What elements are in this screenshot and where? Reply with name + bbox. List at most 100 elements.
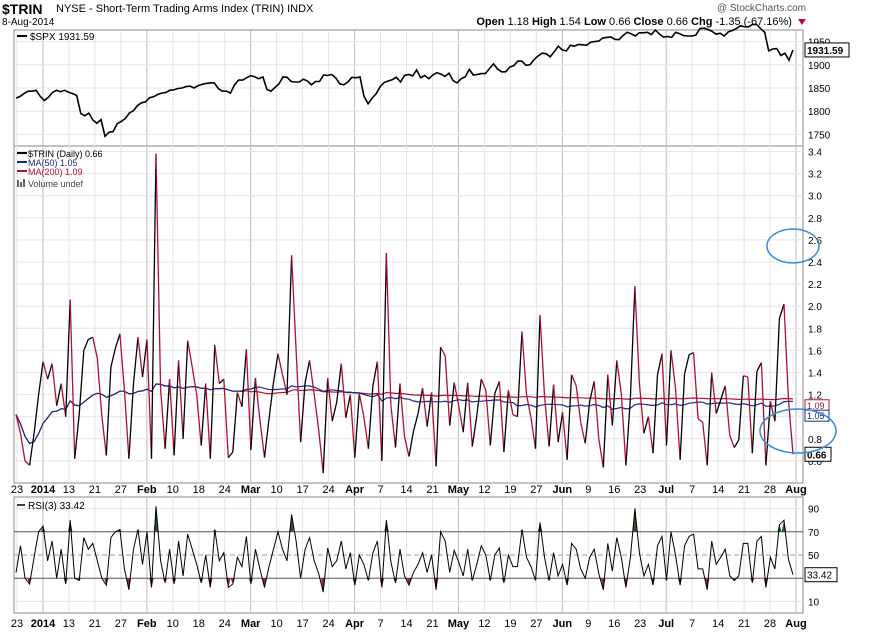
trin-legend-label: MA(50) 1.05 bbox=[28, 158, 78, 168]
trin-segment bbox=[223, 379, 229, 458]
trin-segment bbox=[101, 415, 107, 456]
x-tick-label: 23 bbox=[11, 484, 23, 496]
trin-segment bbox=[168, 379, 175, 456]
x-tick-label: Apr bbox=[345, 484, 365, 496]
trin-segment bbox=[458, 405, 464, 433]
gridlines bbox=[14, 30, 803, 613]
x-tick-label: 19 bbox=[504, 484, 516, 496]
highlight-circle-peak bbox=[766, 228, 820, 264]
trin-segment bbox=[286, 255, 293, 395]
x-tick-label: 14 bbox=[400, 484, 412, 496]
trin-segment bbox=[697, 418, 704, 423]
spx-y-tick-label: 1750 bbox=[808, 130, 831, 141]
x-tick-label: 24 bbox=[219, 618, 231, 630]
x-tick-label: 17 bbox=[297, 484, 309, 496]
x-tick-label: 27 bbox=[115, 484, 127, 496]
trin-segment bbox=[381, 253, 388, 461]
trin-segment bbox=[250, 377, 257, 450]
trin-segment bbox=[327, 377, 333, 422]
trin-segment bbox=[182, 340, 189, 439]
x-tick-label: 21 bbox=[89, 618, 101, 630]
trin-segment bbox=[688, 352, 694, 356]
trin-segment bbox=[656, 353, 663, 375]
x-tick-label: Mar bbox=[241, 484, 261, 496]
x-tick-label: 10 bbox=[271, 484, 283, 496]
x-tick-label: 24 bbox=[219, 484, 231, 496]
trin-segment bbox=[123, 390, 130, 459]
trin-segment bbox=[42, 361, 49, 380]
volume-legend-icon bbox=[20, 182, 22, 187]
trin-segment bbox=[105, 366, 112, 456]
x-tick-label: 12 bbox=[478, 618, 490, 630]
rsi-last-value-box bbox=[804, 567, 838, 583]
trin-segment bbox=[674, 387, 681, 460]
trin-segment bbox=[128, 383, 135, 459]
trin-segment bbox=[263, 418, 270, 458]
x-tick-label: 27 bbox=[530, 618, 542, 630]
trin-segment bbox=[19, 433, 26, 462]
x-tick-label: 10 bbox=[167, 484, 179, 496]
trin-segment bbox=[516, 331, 523, 417]
x-tick-label: 21 bbox=[89, 484, 101, 496]
trin-segment bbox=[552, 384, 559, 443]
trin-segment bbox=[440, 346, 446, 357]
low-label: Low bbox=[583, 16, 606, 28]
trin-segment bbox=[60, 383, 67, 417]
rsi-line bbox=[15, 506, 794, 593]
x-tick-label: 10 bbox=[271, 618, 283, 630]
trin-segment bbox=[336, 363, 342, 403]
x-tick-label: 7 bbox=[377, 618, 383, 630]
trin-last-value: 0.66 bbox=[807, 450, 827, 461]
trin-segment bbox=[652, 374, 659, 454]
trin-segment bbox=[367, 385, 374, 449]
trin-segment bbox=[372, 361, 379, 386]
trin-segment bbox=[756, 362, 762, 372]
x-tick-label: 14 bbox=[712, 618, 724, 630]
trin-legend-label: MA(200) 1.09 bbox=[28, 167, 83, 177]
close-label: Close bbox=[633, 16, 664, 28]
trin-segment bbox=[214, 344, 220, 384]
trin-segment bbox=[449, 382, 455, 426]
spx-y-tick-label: 1850 bbox=[808, 84, 831, 95]
quote-summary: Open 1.18 High 1.54 Low 0.66 Close 0.66 … bbox=[476, 16, 806, 28]
stockcharts-credit[interactable]: @ StockCharts.com bbox=[716, 3, 806, 14]
trin-segment bbox=[566, 374, 573, 460]
trin-segment bbox=[308, 360, 315, 395]
trin-segment bbox=[570, 374, 577, 387]
volume-legend-label: Volume undef bbox=[28, 179, 84, 189]
trin-segment bbox=[620, 393, 627, 466]
low-value: 0.66 bbox=[609, 16, 631, 28]
trin-y-tick-label: 0.6 bbox=[808, 457, 822, 468]
trin-segment bbox=[462, 382, 469, 433]
trin-segment bbox=[602, 374, 609, 468]
high-label: High bbox=[531, 16, 557, 28]
trin-segment bbox=[358, 393, 365, 417]
trin-segment bbox=[218, 378, 225, 385]
x-tick-label: 24 bbox=[322, 618, 334, 630]
trin-segment bbox=[512, 413, 518, 418]
x-tick-label: 23 bbox=[11, 618, 23, 630]
trin-segment bbox=[137, 337, 144, 377]
trin-frame bbox=[13, 145, 804, 484]
trin-segment bbox=[299, 382, 306, 443]
trin-segment bbox=[281, 374, 288, 395]
close-value: 0.66 bbox=[666, 16, 688, 28]
trin-segment bbox=[787, 400, 794, 455]
panel-frames bbox=[13, 29, 804, 614]
spx-y-tick-label: 1900 bbox=[808, 61, 831, 72]
x-tick-label: Aug bbox=[785, 618, 806, 630]
x-tick-label: 13 bbox=[63, 618, 75, 630]
trin-segment bbox=[453, 382, 460, 406]
x-tick-label: Jun bbox=[553, 484, 573, 496]
trin-segment bbox=[539, 315, 546, 396]
down-arrow-icon bbox=[798, 19, 806, 26]
rsi-legend-label: RSI(3) 33.42 bbox=[28, 501, 85, 512]
trin-segment bbox=[711, 372, 717, 414]
x-tick-label: 16 bbox=[608, 618, 620, 630]
trin-segment bbox=[485, 390, 491, 446]
trin-segment bbox=[611, 360, 618, 426]
trin-segment bbox=[394, 383, 401, 448]
trin-y-tick-label: 2.6 bbox=[808, 236, 822, 247]
trin-segment bbox=[480, 378, 487, 391]
trin-segment bbox=[593, 381, 600, 439]
